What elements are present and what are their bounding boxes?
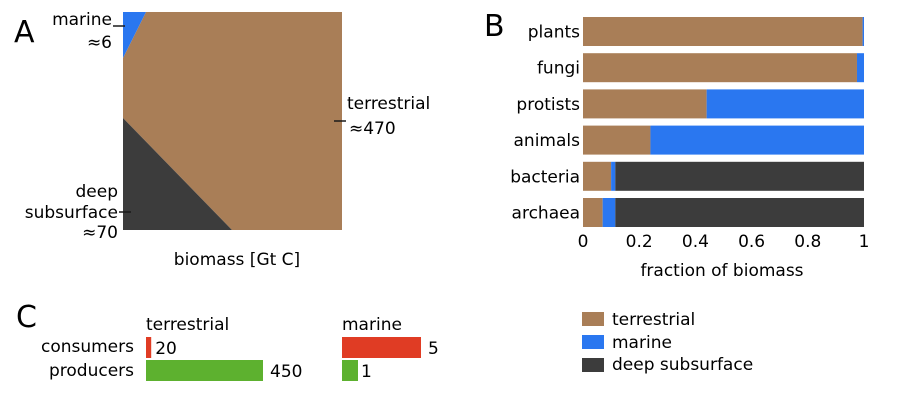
category-label-plants: plants — [528, 23, 580, 43]
value-terrestrial-consumers: 20 — [155, 339, 177, 359]
category-label-protists: protists — [516, 95, 580, 115]
row-label-consumers: consumers — [41, 337, 134, 357]
bar-plants-marine — [862, 17, 864, 46]
x-tick-labels: 0 0.2 0.4 0.6 0.8 1 — [578, 232, 870, 252]
panel-label-c: C — [16, 300, 37, 335]
panel-label-a: A — [14, 15, 35, 50]
bar-terrestrial-consumers — [146, 337, 152, 358]
category-label-fungi: fungi — [537, 59, 580, 79]
category-label-animals: animals — [514, 131, 581, 151]
bar-bacteria-marine — [611, 161, 616, 191]
x-tick-label: 1 — [859, 232, 870, 252]
bar-archaea-marine — [602, 198, 616, 227]
legend-label-terrestrial: terrestrial — [612, 310, 695, 330]
value-deep: ≈70 — [82, 223, 118, 243]
label-terrestrial: terrestrial — [347, 94, 430, 114]
category-label-archaea: archaea — [512, 204, 580, 224]
x-tick-label: 0.4 — [682, 232, 709, 252]
x-tick-label: 0.8 — [794, 232, 821, 252]
panel-b: plants fungi protists animals bacteria archae… — [510, 17, 869, 281]
value-marine-consumers: 5 — [428, 339, 439, 359]
panel-c: terrestrial marine consumers producers 2… — [41, 315, 439, 382]
group-label-marine: marine — [342, 315, 402, 335]
x-tick-label: 0.6 — [738, 232, 765, 252]
area-deep-subsurface — [123, 118, 232, 230]
value-marine-producers: 1 — [361, 362, 372, 382]
axis-label-a: biomass [Gt C] — [174, 250, 300, 270]
value-marine: ≈6 — [87, 33, 112, 53]
label-deep-line1: deep — [76, 182, 119, 202]
area-terrestrial — [123, 12, 342, 230]
bar-fungi-terrestrial — [583, 53, 857, 83]
bar-fungi-marine — [856, 53, 864, 83]
legend-swatch-terrestrial — [582, 312, 604, 326]
value-terrestrial-producers: 450 — [270, 362, 302, 382]
bar-animals-marine — [650, 125, 864, 155]
bar-bacteria-terrestrial — [583, 161, 612, 191]
axis-label-b: fraction of biomass — [640, 261, 803, 281]
row-label-producers: producers — [49, 361, 134, 381]
legend: terrestrial marine deep subsurface — [582, 310, 753, 375]
legend-label-deep-subsurface: deep subsurface — [612, 355, 753, 375]
bar-marine-consumers — [342, 337, 421, 358]
panel-label-b: B — [484, 9, 505, 44]
category-labels: plants fungi protists animals bacteria archae… — [510, 23, 580, 224]
legend-label-marine: marine — [612, 333, 672, 353]
legend-swatch-marine — [582, 335, 604, 349]
bar-protists-terrestrial — [583, 89, 707, 119]
area-marine — [123, 12, 146, 58]
stacked-bars — [583, 17, 864, 227]
panel-a: marine ≈6 terrestrial ≈470 deep subsurfa… — [25, 10, 431, 270]
group-label-terrestrial: terrestrial — [146, 315, 229, 335]
bar-terrestrial-producers — [146, 360, 263, 381]
bar-plants-terrestrial — [583, 17, 863, 46]
category-label-bacteria: bacteria — [510, 167, 580, 187]
bar-archaea-deep-subsurface — [615, 198, 864, 227]
x-tick-label: 0 — [578, 232, 589, 252]
bar-animals-terrestrial — [583, 125, 651, 155]
bar-bacteria-deep-subsurface — [615, 161, 864, 191]
label-deep-line2: subsurface — [25, 203, 118, 223]
label-marine: marine — [52, 10, 112, 30]
x-tick-label: 0.2 — [626, 232, 653, 252]
bar-marine-producers — [342, 360, 358, 381]
legend-swatch-deep-subsurface — [582, 358, 604, 372]
value-terrestrial: ≈470 — [349, 119, 396, 139]
bar-archaea-terrestrial — [583, 198, 603, 227]
bar-protists-marine — [706, 89, 864, 119]
